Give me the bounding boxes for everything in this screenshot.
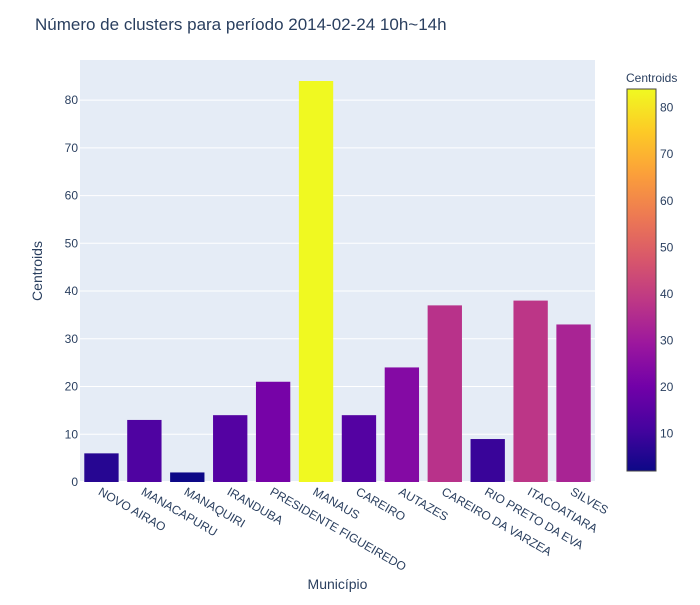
bar-manacapuru [127, 419, 162, 482]
y-axis-title: Centroids [29, 241, 45, 301]
colorbar-tick-label: 60 [660, 194, 674, 208]
y-tick-label: 60 [65, 189, 79, 203]
bars [84, 81, 591, 483]
colorbar-tick-label: 70 [660, 147, 674, 161]
colorbar-tick-label: 40 [660, 287, 674, 301]
bar-careiro-da-varzea [427, 305, 462, 482]
colorbar-tick-label: 10 [660, 427, 674, 441]
y-axis-ticks: 0 10 20 30 40 50 60 70 80 [65, 93, 79, 489]
bar-careiro [341, 415, 377, 482]
colorbar [626, 88, 657, 472]
y-tick-label: 0 [71, 475, 78, 489]
y-tick-label: 70 [65, 141, 79, 155]
bar-silves [556, 324, 591, 482]
colorbar-ticks: 10 20 30 40 50 60 70 80 [660, 101, 674, 441]
y-tick-label: 40 [65, 284, 79, 298]
bar-manaquiri [170, 472, 205, 482]
bar-itacoatiara [513, 300, 548, 482]
y-tick-label: 20 [65, 380, 79, 394]
bar-novo-airao [84, 453, 119, 482]
y-tick-label: 10 [65, 427, 79, 441]
y-tick-label: 30 [65, 332, 79, 346]
colorbar-tick-label: 80 [660, 101, 674, 115]
x-axis-title: Município [308, 576, 368, 592]
x-axis-ticks: NOVO AIRAOMANACAPURUMANAQUIRIIRANDUBAPRE… [96, 484, 611, 573]
colorbar-tick-label: 50 [660, 240, 674, 254]
bar-manaus [298, 81, 334, 483]
bar-autazes [384, 367, 420, 482]
colorbar-title: Centroids [626, 71, 677, 85]
bar-presidente-figueiredo [255, 381, 291, 482]
gridlines [80, 99, 595, 483]
bar-iranduba [213, 415, 248, 482]
chart-title: Número de clusters para período 2014-02-… [35, 15, 447, 34]
plot-background [80, 60, 595, 482]
y-tick-label: 50 [65, 236, 79, 250]
y-tick-label: 80 [65, 93, 79, 107]
colorbar-tick-label: 20 [660, 380, 674, 394]
bar-rio-preto-da-eva [470, 439, 505, 482]
colorbar-tick-label: 30 [660, 334, 674, 348]
